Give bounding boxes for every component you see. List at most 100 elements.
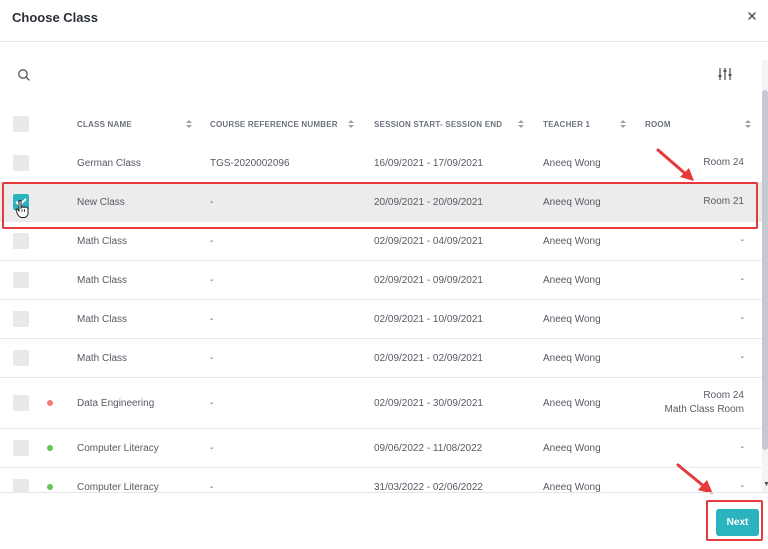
class-name-cell: New Class <box>77 196 125 208</box>
course-ref-cell: TGS-2020002096 <box>210 157 290 169</box>
room-values: - <box>741 273 744 287</box>
course-ref-cell: - <box>210 352 214 364</box>
row-checkbox[interactable] <box>13 155 29 171</box>
row-checkbox[interactable] <box>13 350 29 366</box>
row-checkbox[interactable] <box>13 311 29 327</box>
course-ref-cell: - <box>210 442 214 454</box>
sort-icon[interactable] <box>518 120 524 129</box>
room-values: Room 21 <box>703 195 744 209</box>
class-name-cell: Math Class <box>77 352 128 364</box>
teacher-cell: Aneeq Wong <box>543 196 601 208</box>
class-name-cell: Computer Literacy <box>77 481 159 493</box>
room-values: - <box>741 234 744 248</box>
room-label: - <box>740 481 744 492</box>
status-dot-cell <box>47 468 53 492</box>
row-checkbox-cell <box>13 144 29 182</box>
class-name-cell: Math Class <box>77 274 128 286</box>
column-header-course-ref[interactable]: COURSE REFERENCE NUMBER <box>210 119 338 129</box>
status-dot-cell <box>47 378 53 428</box>
table-header-row: CLASS NAME COURSE REFERENCE NUMBER SESSI… <box>0 104 762 144</box>
session-cell: 02/09/2021 - 09/09/2021 <box>374 274 483 286</box>
column-header-room[interactable]: ROOM <box>645 119 671 129</box>
footer-divider <box>0 492 768 493</box>
session-cell: 02/09/2021 - 30/09/2021 <box>374 397 483 409</box>
teacher-cell: Aneeq Wong <box>543 352 601 364</box>
row-checkbox-cell <box>13 378 29 428</box>
dialog-header: Choose Class <box>0 0 768 42</box>
session-cell: 02/09/2021 - 10/09/2021 <box>374 313 483 325</box>
table-row[interactable]: German Class TGS-2020002096 16/09/2021 - 1… <box>0 144 762 183</box>
scrollbar-thumb[interactable] <box>762 90 768 450</box>
column-header-teacher[interactable]: TEACHER 1 <box>543 119 591 129</box>
selected-row-highlight-box <box>2 182 758 229</box>
sort-icon[interactable] <box>186 120 192 129</box>
session-cell: 09/06/2022 - 11/08/2022 <box>374 442 483 454</box>
course-ref-cell: - <box>210 274 214 286</box>
status-dot-icon <box>47 484 53 490</box>
room-label-secondary: Math Class Room <box>664 404 744 415</box>
table-row[interactable]: Math Class - 02/09/2021 - 09/09/2021 Aneeq … <box>0 261 762 300</box>
room-values: - <box>741 441 744 455</box>
class-name-cell: German Class <box>77 157 141 169</box>
course-ref-cell: - <box>210 196 214 208</box>
row-checkbox-cell <box>13 468 29 492</box>
session-cell: 16/09/2021 - 17/09/2021 <box>374 157 483 169</box>
next-button[interactable]: Next <box>716 509 759 536</box>
session-cell: 02/09/2021 - 04/09/2021 <box>374 235 483 247</box>
row-checkbox[interactable] <box>13 272 29 288</box>
room-cell: Room 24 <box>703 144 744 182</box>
row-checkbox[interactable] <box>13 479 29 492</box>
room-values: Room 24 Math Class Room <box>665 389 744 417</box>
sort-icon[interactable] <box>348 120 354 129</box>
filter-sliders-icon[interactable] <box>717 66 733 82</box>
room-cell: - <box>741 339 744 377</box>
teacher-cell: Aneeq Wong <box>543 481 601 493</box>
scroll-down-arrow-icon[interactable]: ▼ <box>763 481 768 488</box>
room-cell: - <box>741 261 744 299</box>
status-dot-icon <box>47 400 53 406</box>
status-dot-cell <box>47 429 53 467</box>
table-row[interactable]: Computer Literacy - 31/03/2022 - 02/06/202… <box>0 468 762 492</box>
room-values: Room 24 <box>703 156 744 170</box>
table-row[interactable]: Computer Literacy - 09/06/2022 - 11/08/202… <box>0 429 762 468</box>
row-checkbox-cell <box>13 222 29 260</box>
teacher-cell: Aneeq Wong <box>543 157 601 169</box>
teacher-cell: Aneeq Wong <box>543 313 601 325</box>
teacher-cell: Aneeq Wong <box>543 442 601 454</box>
select-all-checkbox[interactable] <box>13 116 29 132</box>
room-label: Room 21 <box>703 196 744 207</box>
table-row[interactable]: Math Class - 02/09/2021 - 02/09/2021 Aneeq … <box>0 339 762 378</box>
table-row[interactable]: New Class - 20/09/2021 - 20/09/2021 Aneeq W… <box>0 183 762 222</box>
room-cell: - <box>741 468 744 492</box>
class-name-cell: Computer Literacy <box>77 442 159 454</box>
course-ref-cell: - <box>210 235 214 247</box>
close-icon[interactable] <box>745 9 759 23</box>
course-ref-cell: - <box>210 313 214 325</box>
row-checkbox[interactable] <box>13 233 29 249</box>
dialog-title: Choose Class <box>12 10 98 25</box>
room-values: - <box>741 312 744 326</box>
course-ref-cell: - <box>210 481 214 493</box>
row-checkbox[interactable] <box>13 395 29 411</box>
row-checkbox-cell <box>13 261 29 299</box>
room-label: - <box>740 235 744 246</box>
room-cell: - <box>741 300 744 338</box>
room-cell: - <box>741 222 744 260</box>
room-label: - <box>740 274 744 285</box>
room-label: Room 24 <box>703 157 744 168</box>
table-row[interactable]: Data Engineering - 02/09/2021 - 30/09/2021… <box>0 378 762 429</box>
room-label: - <box>740 352 744 363</box>
scrollbar[interactable] <box>762 60 768 492</box>
column-header-class-name[interactable]: CLASS NAME <box>77 119 132 129</box>
sort-icon[interactable] <box>620 120 626 129</box>
sort-icon[interactable] <box>745 120 751 129</box>
teacher-cell: Aneeq Wong <box>543 274 601 286</box>
row-checkbox[interactable] <box>13 440 29 456</box>
table-row[interactable]: Math Class - 02/09/2021 - 10/09/2021 Aneeq … <box>0 300 762 339</box>
class-name-cell: Math Class <box>77 313 128 325</box>
table-row[interactable]: Math Class - 02/09/2021 - 04/09/2021 Aneeq … <box>0 222 762 261</box>
session-cell: 20/09/2021 - 20/09/2021 <box>374 196 483 208</box>
room-cell: Room 24 Math Class Room <box>665 378 744 428</box>
search-icon[interactable] <box>16 67 32 83</box>
column-header-session[interactable]: SESSION START- SESSION END <box>374 119 503 129</box>
